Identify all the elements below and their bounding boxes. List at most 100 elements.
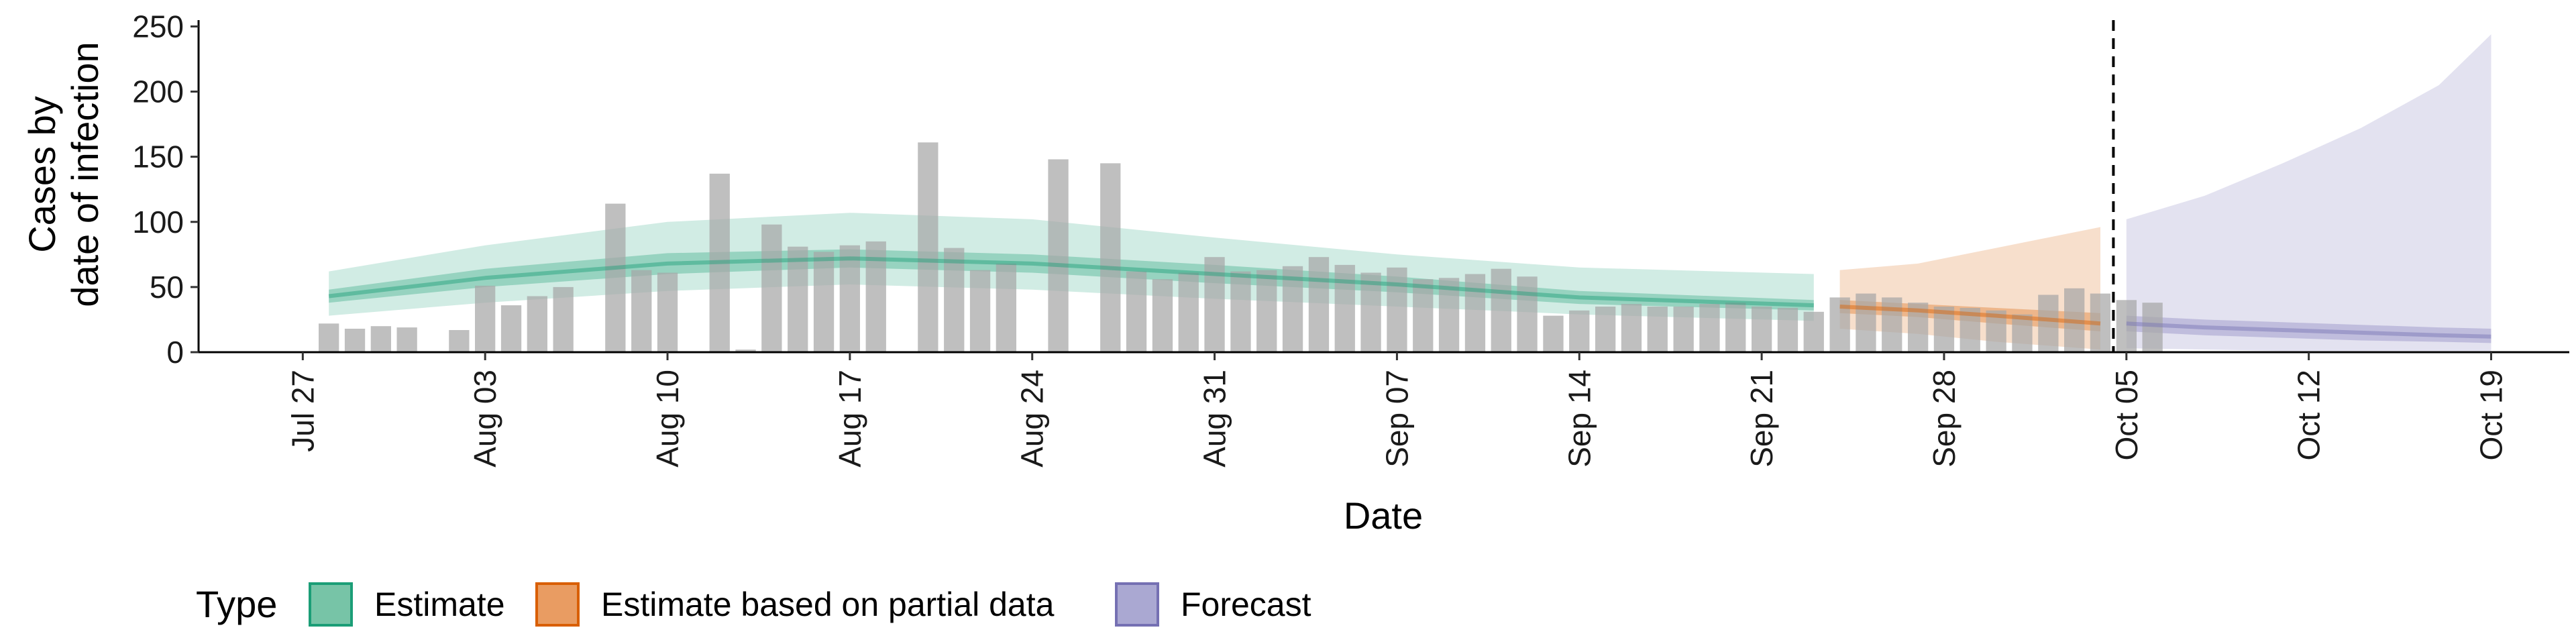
x-tick-label: Sep 07 xyxy=(1379,370,1414,468)
bar xyxy=(475,285,496,352)
bar xyxy=(1699,304,1720,352)
legend-label: Forecast xyxy=(1181,586,1311,623)
bar xyxy=(1126,271,1147,352)
bar xyxy=(1673,307,1694,352)
estimate-ribbons xyxy=(329,34,2491,352)
bar xyxy=(2116,300,2137,352)
bar xyxy=(1048,159,1069,352)
bar xyxy=(1438,278,1460,352)
bar xyxy=(449,330,470,352)
y-tick-label: 250 xyxy=(132,9,184,44)
y-tick-label: 150 xyxy=(132,140,184,174)
bar xyxy=(1777,308,1799,352)
bar xyxy=(527,296,547,352)
bar xyxy=(1960,308,1980,352)
x-tick-label: Sep 21 xyxy=(1744,370,1779,468)
bar xyxy=(709,173,730,352)
ribbon-90-1 xyxy=(1839,227,2100,350)
bar xyxy=(2064,288,2085,352)
y-tick-label: 50 xyxy=(150,270,184,305)
bar xyxy=(1882,297,1902,352)
bar xyxy=(1387,267,1407,353)
bar xyxy=(996,263,1016,352)
ribbon-90-2 xyxy=(2126,34,2491,352)
bar xyxy=(1725,303,1746,352)
bar xyxy=(1543,315,1564,352)
bar xyxy=(1491,268,1511,352)
x-tick-label: Oct 19 xyxy=(2474,370,2509,461)
x-axis-title: Date xyxy=(1344,494,1423,537)
bar xyxy=(761,224,782,352)
legend-items: Estimate Estimate based on partial data Fo… xyxy=(309,582,1311,627)
median-lines xyxy=(328,256,2491,339)
bar xyxy=(2038,294,2059,352)
bar xyxy=(631,270,652,352)
bar xyxy=(839,245,860,352)
bar xyxy=(1647,307,1668,352)
x-tick-label: Aug 31 xyxy=(1197,370,1232,468)
bar xyxy=(344,329,366,352)
legend-swatch xyxy=(535,582,580,627)
bar xyxy=(1986,310,2006,352)
bar xyxy=(969,270,991,352)
bar xyxy=(1464,274,1486,352)
legend-swatch xyxy=(309,582,353,627)
bar xyxy=(605,203,626,352)
x-axis: Jul 27 Aug 03 Aug 10 Aug 17 Aug 24 Aug 31 Sep … xyxy=(199,351,2569,468)
x-tick-label: Sep 28 xyxy=(1927,370,1962,468)
bar xyxy=(1908,303,1929,352)
bar xyxy=(1569,310,1590,352)
bar xyxy=(1595,307,1616,352)
bar xyxy=(1413,279,1434,352)
bar xyxy=(1152,279,1173,352)
bar xyxy=(1100,163,1121,352)
x-tick-label: Aug 10 xyxy=(650,370,685,468)
ribbon-50-2 xyxy=(2126,315,2491,343)
y-axis: 0 50 100 150 200 250 xyxy=(132,9,200,370)
bar xyxy=(1752,307,1772,352)
bar xyxy=(370,326,391,352)
bar xyxy=(1517,276,1538,352)
x-tick-label: Sep 14 xyxy=(1562,370,1597,468)
bar xyxy=(1178,272,1199,352)
x-tick-label: Oct 12 xyxy=(2292,370,2326,461)
bar xyxy=(1856,293,1876,352)
bar xyxy=(2142,303,2163,352)
x-tick-label: Oct 05 xyxy=(2109,370,2144,461)
y-axis-title-line-1: Cases by xyxy=(21,96,63,252)
legend-label: Estimate based on partial data xyxy=(601,586,1055,623)
bar xyxy=(1204,257,1225,352)
legend-swatch xyxy=(1115,582,1159,627)
bar xyxy=(657,272,678,352)
x-tick-label: Aug 17 xyxy=(833,370,867,468)
bar xyxy=(1933,307,1955,352)
bar xyxy=(788,246,808,352)
bar xyxy=(1256,270,1277,352)
bar xyxy=(1803,311,1824,352)
y-tick-label: 200 xyxy=(132,74,184,109)
case-bars xyxy=(319,142,2163,353)
bar xyxy=(553,286,574,352)
bar xyxy=(319,323,339,352)
bar xyxy=(735,350,756,352)
bar xyxy=(1360,272,1381,352)
legend-label: Estimate xyxy=(374,586,505,623)
bar xyxy=(918,142,938,353)
bar xyxy=(2012,314,2033,352)
bar xyxy=(396,327,417,352)
legend-title: Type xyxy=(196,583,277,625)
bar xyxy=(1621,304,1642,352)
median-line-2 xyxy=(2126,321,2491,339)
bar xyxy=(813,252,835,352)
median-line-1 xyxy=(1839,305,2101,326)
bar xyxy=(865,241,886,352)
y-tick-label: 0 xyxy=(166,335,184,370)
bar xyxy=(1334,264,1355,352)
x-tick-label: Aug 24 xyxy=(1015,370,1050,468)
y-axis-title-line-2: date of infection xyxy=(64,42,106,307)
y-tick-label: 100 xyxy=(132,205,184,239)
legend: Type Estimate Estimate based on partial d… xyxy=(196,582,1311,627)
x-tick-label: Jul 27 xyxy=(285,370,320,452)
bar xyxy=(500,305,522,352)
